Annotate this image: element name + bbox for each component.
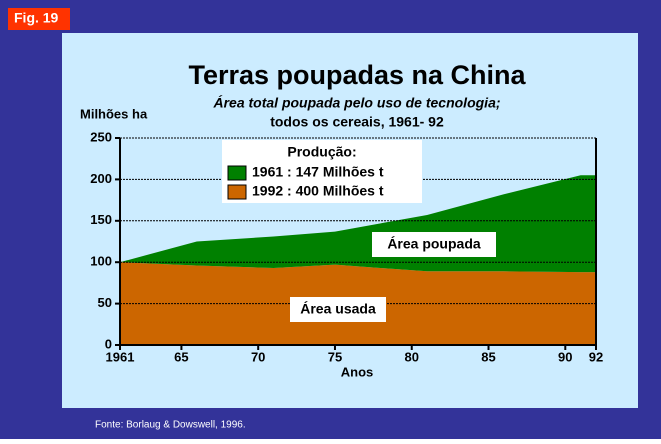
legend-label: 1961 : 147 Milhões t [252,164,384,180]
legend-swatch [227,184,247,200]
x-axis-label: Anos [341,364,374,379]
x-tick-label: 65 [174,349,188,364]
area-label-box [290,297,386,322]
y-tick-label: 200 [90,171,112,186]
chart-title: Terras poupadas na China [188,60,526,90]
y-tick-label: 50 [98,295,112,310]
x-tick-label: 90 [558,349,572,364]
subtitle: todos os cereais, 1961- 92 [270,114,444,130]
y-axis-label: Milhões ha [80,106,148,121]
area-label: Área poupada [387,236,481,252]
y-tick-label: 0 [105,336,112,351]
x-tick-label: 70 [251,349,265,364]
legend-title: Produção: [287,144,356,160]
y-tick-label: 100 [90,254,112,269]
area-label: Área usada [300,301,376,317]
y-tick-label: 250 [90,129,112,144]
fig-label: Fig. 19 [14,10,59,26]
y-tick-label: 150 [90,212,112,227]
fig-badge [8,8,70,30]
legend-swatch [227,165,247,181]
area-label-box [372,232,496,257]
legend-box [222,140,422,203]
x-tick-label: 1961 [106,349,135,364]
x-tick-label: 92 [589,349,603,364]
legend-label: 1992 : 400 Milhões t [252,183,384,199]
x-tick-label: 75 [328,349,342,364]
source: Fonte: Borlaug & Dowswell, 1996. [95,420,246,431]
subtitle: Área total poupada pelo uso de tecnologi… [212,95,500,111]
x-tick-label: 80 [405,349,419,364]
x-tick-label: 85 [481,349,495,364]
